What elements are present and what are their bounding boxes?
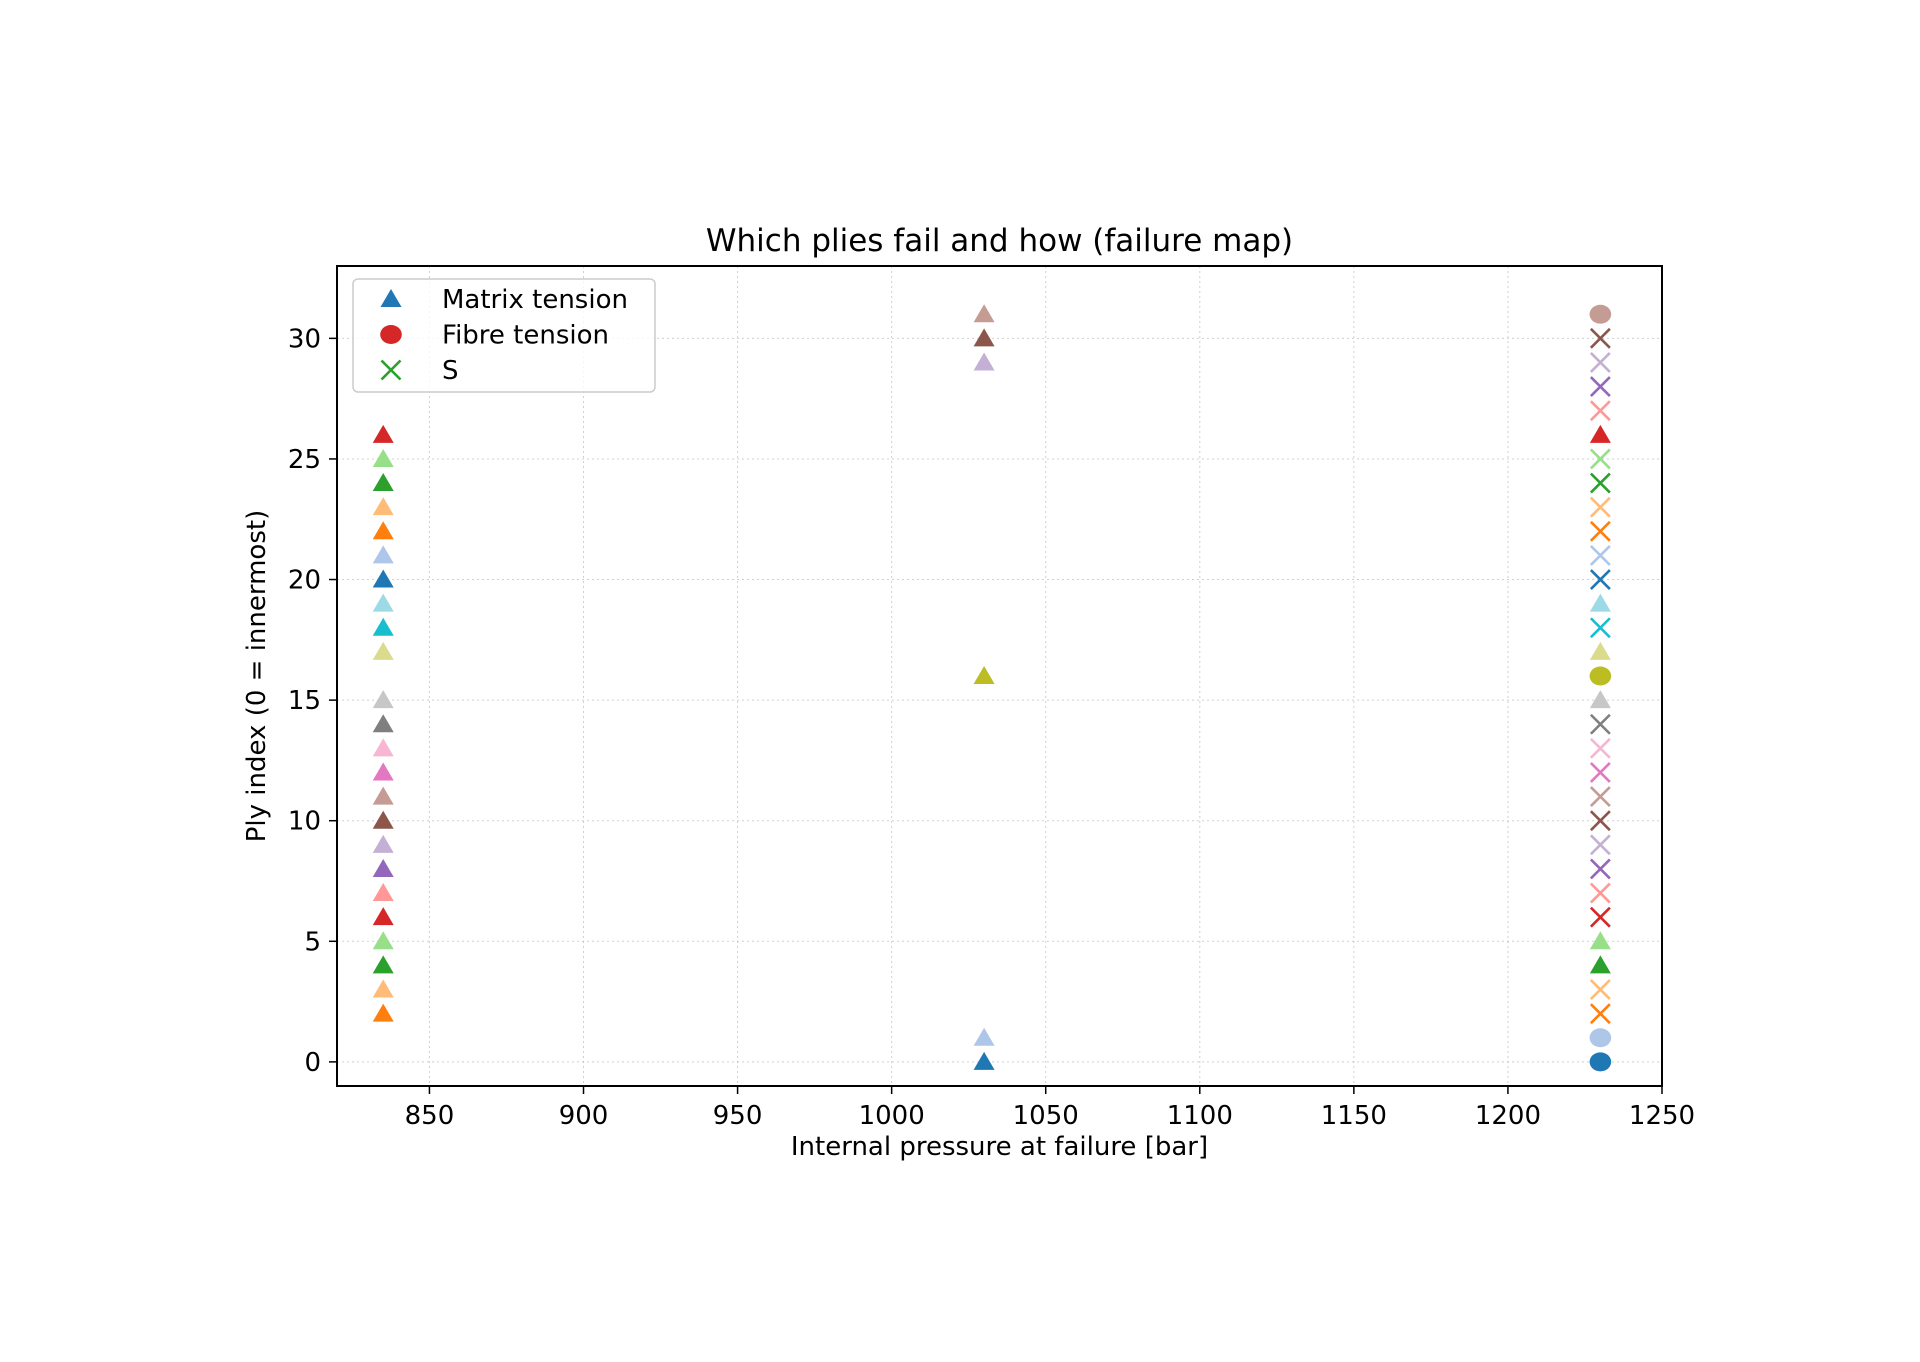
- axis-ticks: 850 900 950 1000 1050 1100 1150 1200 1250 0 5 10 15 2…: [288, 324, 1695, 1131]
- data-point-fibre-tension: [1589, 304, 1612, 324]
- x-tick-label: 1200: [1475, 1101, 1541, 1131]
- data-point-matrix-tension: [372, 424, 394, 443]
- data-point-shear: [1589, 496, 1611, 518]
- plot-area-frame: [336, 265, 1663, 1087]
- data-point-shear: [1589, 617, 1611, 639]
- data-point-shear: [1589, 810, 1611, 832]
- data-point-matrix-tension: [372, 569, 394, 588]
- x-tick-label: 850: [405, 1101, 455, 1131]
- data-point-fibre-tension: [1589, 1028, 1612, 1048]
- data-point-matrix-tension: [1589, 641, 1611, 660]
- legend-label: S: [442, 356, 459, 386]
- x-tick-label: 1250: [1629, 1101, 1695, 1131]
- legend: Matrix tension Fibre tension S: [352, 278, 656, 393]
- y-tick-label: 0: [304, 1048, 321, 1078]
- data-point-matrix-tension: [372, 593, 394, 612]
- data-point-shear: [1589, 400, 1611, 422]
- legend-marker: [380, 359, 402, 381]
- legend-box: [352, 278, 656, 393]
- x-tick-label: 950: [713, 1101, 763, 1131]
- legend-marker: [380, 289, 402, 307]
- data-point-matrix-tension: [372, 497, 394, 516]
- data-point-shear: [1589, 448, 1611, 470]
- data-point-shear: [1589, 569, 1611, 590]
- data-point-matrix-tension: [1589, 931, 1611, 950]
- data-point-matrix-tension: [973, 352, 995, 371]
- data-point-shear: [1589, 737, 1611, 759]
- y-tick-label: 10: [288, 807, 321, 837]
- data-point-shear: [1589, 858, 1611, 880]
- data-point-matrix-tension: [372, 762, 394, 781]
- data-point-shear: [1589, 762, 1611, 783]
- data-point-matrix-tension: [973, 304, 995, 323]
- data-point-matrix-tension: [372, 979, 394, 998]
- y-tick-label: 25: [288, 445, 321, 475]
- data-point-shear: [1589, 327, 1611, 349]
- y-tick-label: 20: [288, 566, 321, 596]
- data-point-shear: [1589, 979, 1611, 1000]
- data-point-matrix-tension: [1589, 593, 1611, 612]
- data-point-matrix-tension: [1589, 424, 1611, 443]
- x-tick-label: 900: [559, 1101, 609, 1131]
- data-point-matrix-tension: [372, 617, 394, 636]
- data-point-matrix-tension: [372, 521, 394, 540]
- data-point-matrix-tension: [372, 858, 394, 877]
- data-point-matrix-tension: [973, 1051, 995, 1070]
- y-tick-label: 5: [304, 927, 321, 957]
- data-point-matrix-tension: [372, 907, 394, 926]
- data-point-matrix-tension: [1589, 690, 1611, 709]
- data-point-matrix-tension: [973, 1027, 995, 1046]
- data-point-matrix-tension: [372, 1003, 394, 1022]
- data-point-matrix-tension: [973, 328, 995, 347]
- legend-label: Fibre tension: [442, 321, 609, 351]
- data-point-matrix-tension: [372, 690, 394, 709]
- data-point-shear: [1589, 1003, 1611, 1025]
- legend-label: Matrix tension: [442, 285, 628, 315]
- data-point-matrix-tension: [372, 955, 394, 974]
- data-point-shear: [1589, 882, 1611, 904]
- data-point-shear: [1589, 906, 1611, 928]
- data-point-shear: [1589, 472, 1611, 494]
- data-point-matrix-tension: [372, 738, 394, 757]
- data-point-matrix-tension: [372, 714, 394, 733]
- data-point-matrix-tension: [372, 931, 394, 950]
- data-point-shear: [1589, 713, 1611, 735]
- data-point-shear: [1589, 352, 1611, 373]
- data-point-matrix-tension: [372, 473, 394, 492]
- x-tick-label: 1000: [859, 1101, 925, 1131]
- x-tick-label: 1050: [1013, 1101, 1079, 1131]
- data-point-matrix-tension: [372, 448, 394, 467]
- x-tick-label: 1100: [1167, 1101, 1233, 1131]
- data-point-matrix-tension: [372, 810, 394, 829]
- y-tick-label: 15: [288, 686, 321, 716]
- data-point-matrix-tension: [372, 834, 394, 853]
- data-point-shear: [1589, 544, 1611, 566]
- data-point-matrix-tension: [1589, 955, 1611, 974]
- data-markers: [372, 304, 1612, 1072]
- data-point-fibre-tension: [1589, 666, 1612, 686]
- data-point-shear: [1589, 376, 1611, 398]
- data-point-fibre-tension: [1589, 1052, 1612, 1072]
- data-point-shear: [1589, 834, 1611, 856]
- data-point-shear: [1589, 786, 1611, 808]
- data-point-matrix-tension: [372, 786, 394, 805]
- chart-title: Which plies fail and how (failure map): [706, 223, 1293, 259]
- data-point-matrix-tension: [372, 545, 394, 564]
- legend-marker: [380, 325, 402, 344]
- x-axis-label: Internal pressure at failure [bar]: [791, 1132, 1208, 1162]
- data-point-shear: [1589, 520, 1611, 542]
- x-tick-label: 1150: [1321, 1101, 1387, 1131]
- data-point-matrix-tension: [372, 641, 394, 660]
- data-point-matrix-tension: [372, 883, 394, 902]
- y-axis-label: Ply index (0 = innermost): [242, 510, 272, 842]
- y-tick-label: 30: [288, 324, 321, 354]
- data-point-matrix-tension: [973, 666, 995, 684]
